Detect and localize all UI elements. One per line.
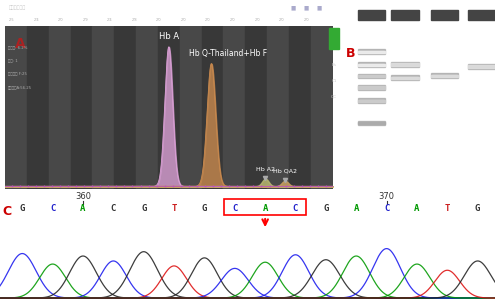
Text: Bs: Bs xyxy=(332,63,337,67)
Text: 2/0: 2/0 xyxy=(230,18,235,22)
Text: G: G xyxy=(202,204,207,213)
Text: C: C xyxy=(384,204,390,213)
Bar xyxy=(358,99,385,102)
Text: 2/0: 2/0 xyxy=(254,18,260,22)
Bar xyxy=(5,26,27,189)
Text: 总量: 1: 总量: 1 xyxy=(8,59,18,63)
Bar xyxy=(468,64,495,69)
Bar xyxy=(70,26,92,189)
Text: ■: ■ xyxy=(304,5,309,10)
Text: 总面积: 6.2%: 总面积: 6.2% xyxy=(8,45,28,49)
Text: 2: 2 xyxy=(402,7,408,16)
Bar xyxy=(158,26,180,189)
Text: C: C xyxy=(293,204,298,213)
Bar xyxy=(358,63,385,67)
Text: 血红蛋白分析: 血红蛋白分析 xyxy=(8,5,25,10)
Bar xyxy=(329,28,339,49)
Text: ■: ■ xyxy=(290,5,296,10)
Bar xyxy=(358,75,385,77)
Bar xyxy=(267,26,289,189)
Text: 360: 360 xyxy=(75,192,91,201)
Bar xyxy=(468,65,495,68)
Bar xyxy=(392,75,419,80)
Bar xyxy=(358,74,385,78)
Text: 2/0: 2/0 xyxy=(156,18,162,22)
Bar xyxy=(358,121,385,125)
Bar xyxy=(358,64,385,66)
Text: ■: ■ xyxy=(317,5,322,10)
Text: G: G xyxy=(323,204,328,213)
Text: 2/0: 2/0 xyxy=(58,18,64,22)
Bar xyxy=(92,26,114,189)
Text: C: C xyxy=(2,205,12,218)
Text: G: G xyxy=(141,204,146,213)
Bar xyxy=(358,10,385,20)
Bar xyxy=(202,26,224,189)
Bar xyxy=(392,77,419,79)
Text: 1: 1 xyxy=(368,7,374,16)
Text: C: C xyxy=(50,204,56,213)
Bar xyxy=(136,26,158,189)
Text: A: A xyxy=(414,204,420,213)
Bar xyxy=(180,26,202,189)
Text: 2/0: 2/0 xyxy=(205,18,211,22)
Text: A: A xyxy=(80,204,86,213)
Text: 370: 370 xyxy=(378,192,394,201)
Text: 4: 4 xyxy=(478,7,484,16)
Bar xyxy=(27,26,48,189)
Bar xyxy=(358,51,385,53)
Bar xyxy=(431,73,458,78)
Text: 2/0: 2/0 xyxy=(279,18,284,22)
Text: A: A xyxy=(354,204,359,213)
Bar xyxy=(224,26,245,189)
Bar xyxy=(358,85,385,90)
Text: A: A xyxy=(262,204,268,213)
Bar xyxy=(392,62,419,67)
Bar xyxy=(310,26,332,189)
Bar xyxy=(48,26,70,189)
Text: 2/0: 2/0 xyxy=(304,18,309,22)
Bar xyxy=(289,26,310,189)
Bar xyxy=(224,199,306,214)
Text: 2/4: 2/4 xyxy=(34,18,39,22)
Text: T: T xyxy=(444,204,450,213)
Text: B: B xyxy=(346,47,355,59)
Text: Hb A: Hb A xyxy=(158,32,179,41)
Bar xyxy=(358,49,385,54)
Text: G: G xyxy=(475,204,480,213)
Text: 2/9: 2/9 xyxy=(82,18,88,22)
Bar xyxy=(358,86,385,89)
Bar xyxy=(358,122,385,124)
Text: Hb QA2: Hb QA2 xyxy=(273,169,297,174)
Text: C: C xyxy=(110,204,116,213)
Bar xyxy=(245,26,267,189)
Bar xyxy=(114,26,136,189)
Bar xyxy=(392,63,419,66)
Bar xyxy=(431,10,458,20)
Text: Hb Q-Thailand+Hb F: Hb Q-Thailand+Hb F xyxy=(188,49,267,58)
Text: C1: C1 xyxy=(332,79,337,83)
Bar xyxy=(392,10,419,20)
Text: C: C xyxy=(232,204,237,213)
Text: 3: 3 xyxy=(442,7,448,16)
Text: T: T xyxy=(172,204,177,213)
Bar xyxy=(358,98,385,103)
Text: 2/8: 2/8 xyxy=(132,18,137,22)
Bar xyxy=(468,10,495,20)
Text: Hb A2: Hb A2 xyxy=(256,167,275,172)
Text: G: G xyxy=(20,204,25,213)
Text: 2/0: 2/0 xyxy=(180,18,186,22)
Text: 血红蛋白 F:25: 血红蛋白 F:25 xyxy=(8,72,27,76)
Text: QC: QC xyxy=(331,95,338,99)
Text: 2/5: 2/5 xyxy=(8,18,14,22)
Text: A: A xyxy=(15,37,26,51)
Bar xyxy=(431,75,458,77)
Text: 2/4: 2/4 xyxy=(107,18,112,22)
Text: 血红蛋白A:56.25: 血红蛋白A:56.25 xyxy=(8,85,32,89)
